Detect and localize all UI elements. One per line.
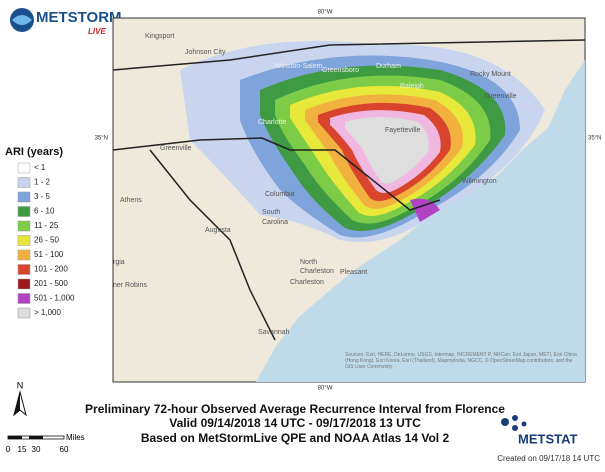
legend-label: 201 - 500 [34, 279, 68, 288]
legend-label: > 1,000 [34, 308, 61, 317]
metstat-logo: METSTAT [501, 415, 578, 446]
brand: METSTAT [518, 431, 578, 446]
city-label: Greenville [160, 145, 192, 152]
city-label: Charleston [300, 268, 334, 275]
city-label: Savannah [258, 329, 290, 336]
attribution: Sources: Esri, HERE, DeLorme, USGS, Inte… [345, 352, 577, 370]
legend-label: 11 - 25 [34, 221, 59, 230]
city-label: Winston-Salem [275, 63, 323, 70]
ari-over-1000 [345, 117, 429, 184]
legend-label: < 1 [34, 163, 46, 172]
state-border [149, 149, 276, 341]
logo-sub: LIVE [88, 27, 106, 36]
logo-text: METSTORM [36, 9, 122, 26]
city-label: Columbia [265, 191, 295, 198]
legend-label: 51 - 100 [34, 250, 64, 259]
legend-swatch [17, 191, 31, 203]
legend-title: ARI (years) [5, 146, 63, 158]
legend-swatch [17, 206, 31, 217]
state-border [112, 137, 441, 211]
city-label: Durham [376, 63, 401, 70]
legend-swatch [17, 293, 31, 304]
legend-swatch [17, 177, 31, 188]
city-label: South [262, 209, 280, 216]
scale-tick-label: 60 [60, 445, 69, 454]
north-label: N [17, 380, 24, 390]
legend-label: 501 - 1,000 [34, 294, 75, 303]
north-arrow-half [14, 392, 20, 415]
city-label: Greenville [485, 93, 517, 100]
city-label: Raleigh [400, 83, 424, 90]
legend-label: 26 - 50 [34, 236, 59, 245]
coord-label: 35°N [588, 136, 601, 142]
caption: Preliminary 72-hour Observed Average Rec… [85, 402, 505, 416]
city-label: rgia [113, 259, 125, 266]
scale-bar-seg [29, 436, 43, 439]
legend-swatch [17, 220, 31, 232]
legend: < 1 1 - 2 3 - 5 6 - 10 11 - 25 26 - 50 51 - 10… [17, 162, 75, 319]
city-label: North [300, 259, 317, 266]
attribution-box: Sources: Esri, HERE, DeLorme, USGS, Inte… [345, 352, 577, 370]
city-label: Fayetteville [385, 127, 421, 134]
scale-tick-label: 0 [6, 445, 11, 454]
legend-swatch [17, 249, 31, 261]
rainfall [180, 40, 545, 242]
legend-label: 101 - 200 [34, 265, 68, 274]
legend-swatch [17, 264, 31, 275]
scale-ticks: 0 15 30 60 [6, 445, 69, 454]
legend-swatch [17, 162, 31, 174]
created-date: Created on 09/17/18 14 UTC [497, 454, 600, 463]
city-label: Charleston [290, 279, 324, 286]
city-label: Carolina [262, 219, 288, 226]
coord-label: 35°N [95, 136, 108, 142]
legend-swatch [17, 307, 31, 319]
city-label: Kingsport [145, 33, 175, 40]
caption: Based on MetStormLive QPE and NOAA Atlas… [141, 431, 450, 445]
city-label: Greensboro [322, 67, 359, 74]
coord-label: 80°W [318, 10, 333, 16]
metstorm-logo: METSTORM LIVE [10, 8, 122, 36]
city-label: Pleasant [340, 269, 367, 276]
legend-label: 6 - 10 [34, 207, 55, 216]
ocean [256, 60, 585, 382]
city-label: Athens [120, 197, 142, 204]
logo-swirl [12, 15, 32, 25]
legend-label: 3 - 5 [34, 192, 51, 201]
map: 80°W 35°N 35°N 80°W Kingsport Johnson Ci… [95, 10, 602, 392]
legend-label: 1 - 2 [34, 178, 51, 187]
scale-bar-seg [8, 436, 22, 439]
scale-tick-label: 30 [32, 445, 41, 454]
city-label: Charlotte [258, 119, 287, 126]
city-label: Johnson City [185, 49, 226, 56]
city-label: ner Robins [113, 282, 147, 289]
city-label: Augusta [205, 227, 231, 234]
scale-tick-label: 15 [18, 445, 27, 454]
scale-unit: Miles [66, 433, 85, 442]
legend-swatch [17, 235, 31, 246]
ari-501-1000 [410, 198, 440, 222]
state-border [112, 39, 586, 71]
coord-label: 80°W [318, 386, 333, 392]
city-label: Rocky Mount [470, 71, 511, 78]
caption: Valid 09/14/2018 14 UTC - 09/17/2018 13 … [169, 416, 421, 430]
legend-swatch [17, 278, 31, 290]
city-label: Wilmington [462, 178, 497, 185]
